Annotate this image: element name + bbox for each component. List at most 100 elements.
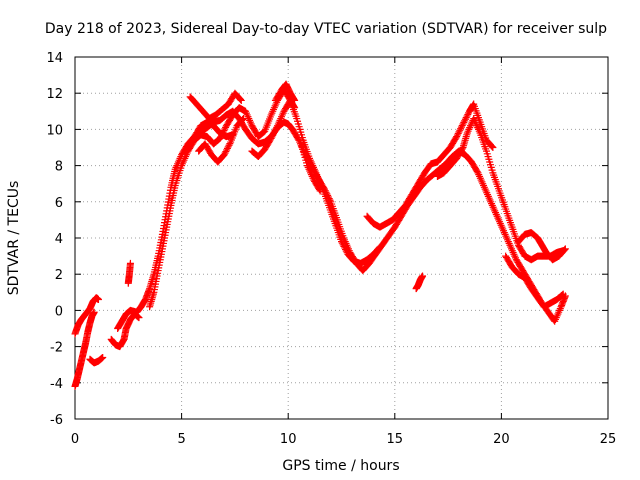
data-point [452,134,460,142]
data-point [90,308,98,316]
x-axis-label: GPS time / hours [282,458,399,474]
data-point [236,96,244,104]
data-series [297,140,324,195]
y-tick-label: 6 [55,196,63,211]
data-point [341,246,349,254]
data-point [342,247,350,255]
data-series [412,272,427,293]
data-point [268,133,276,141]
y-axis-label: SDTVAR / TECUs [6,181,22,296]
data-point [558,291,566,299]
data-point [220,151,228,159]
data-point [291,104,299,112]
data-series [502,252,567,311]
data-series [86,353,107,367]
data-point [224,143,232,151]
y-tick-label: -2 [50,341,63,356]
y-tick-label: 10 [46,123,63,138]
data-point [315,186,323,194]
x-tick-label: 20 [493,432,510,447]
data-point [453,131,461,139]
data-point [221,125,229,133]
data-point [339,241,347,249]
data-point [266,136,274,144]
data-point [455,128,463,136]
data-point [459,120,467,128]
y-tick-label: -6 [50,413,63,428]
data-point [338,239,346,247]
data-point [135,314,143,322]
data-series [271,80,299,104]
data-point [375,244,383,252]
data-point [338,238,345,246]
data-point [272,125,280,133]
data-point [464,110,472,118]
y-tick-label: 4 [55,232,63,247]
data-point [291,96,299,104]
y-tick-label: 14 [46,51,63,66]
data-series [71,294,102,338]
data-point [94,296,102,304]
data-point [489,144,497,151]
y-tick-label: 12 [46,87,63,102]
data-point [453,133,461,141]
data-series [248,96,299,161]
data-point [223,146,231,154]
data-point [561,246,569,254]
y-tick-label: -4 [50,377,63,392]
data-point [473,167,481,175]
data-point [223,144,231,152]
data-point [376,243,384,251]
data-series [363,100,497,231]
data-series [146,86,384,311]
data-point [271,127,279,135]
data-point [270,130,278,138]
axis-ticks: 0 5 10 15 20 25 -6 -4 -2 0 2 4 6 8 10 12 14 [46,51,616,447]
data-point [294,135,302,143]
data-point [126,259,134,267]
data-point [226,140,234,148]
data-point [237,96,245,104]
data-point [460,118,468,126]
data-point [270,128,278,136]
data-series [71,308,98,390]
y-tick-label: 2 [55,268,63,283]
data-point [341,244,349,252]
data-point [269,131,277,139]
data-point [456,126,464,134]
data-series [514,229,569,264]
data-point [316,187,324,195]
x-tick-label: 0 [71,432,79,447]
data-series [186,89,245,123]
data-point [561,245,569,253]
data-series [124,259,134,287]
data-point [454,129,462,137]
data-point [457,123,465,131]
data-points [71,80,569,390]
chart-title: Day 218 of 2023, Sidereal Day-to-day VTE… [45,21,607,37]
x-tick-label: 5 [177,432,185,447]
data-point [419,272,427,280]
data-point [340,242,348,250]
x-tick-label: 15 [387,432,404,447]
data-point [488,143,496,151]
data-point [239,115,247,123]
data-point [463,112,471,120]
data-point [462,114,470,122]
data-point [558,291,566,299]
data-point [222,123,230,131]
data-point [221,149,229,157]
data-series [114,107,569,332]
data-point [461,115,469,123]
data-series [195,115,247,166]
y-tick-label: 0 [55,304,63,319]
data-point [99,353,107,361]
data-point [559,290,567,298]
y-tick-label: 8 [55,160,63,175]
data-point [273,123,281,131]
data-point [458,122,466,130]
x-tick-label: 10 [280,432,297,447]
data-point [225,141,233,149]
